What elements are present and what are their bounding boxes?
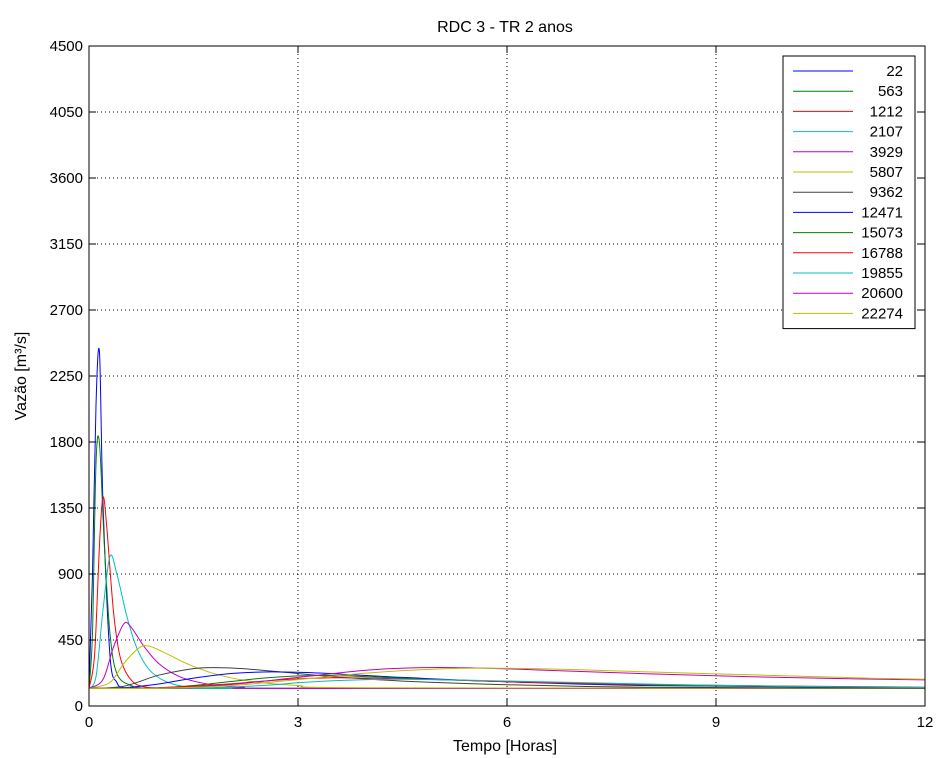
legend-label: 2107	[870, 124, 903, 141]
legend-label: 16788	[861, 245, 903, 262]
x-tick-label: 6	[503, 714, 511, 731]
legend-label: 563	[878, 83, 903, 100]
legend-label: 20600	[861, 285, 903, 302]
legend-label: 3929	[870, 144, 903, 161]
x-tick-label: 3	[294, 714, 302, 731]
legend-label: 12471	[861, 204, 903, 221]
legend-label: 1212	[870, 103, 903, 120]
y-tick-label: 4500	[50, 38, 83, 55]
series-line-19855	[88, 678, 926, 689]
y-tick-label: 3150	[50, 236, 83, 253]
y-tick-label: 0	[75, 698, 83, 715]
y-tick-label: 2700	[50, 302, 83, 319]
legend-label: 22274	[861, 305, 903, 322]
series-line-12471	[88, 671, 926, 689]
series-line-3929	[88, 621, 926, 689]
series-line-22274	[88, 667, 926, 690]
series-lines	[88, 347, 926, 690]
series-line-5807	[88, 645, 926, 689]
x-tick-label: 9	[712, 714, 720, 731]
y-tick-label: 450	[58, 632, 83, 649]
axis-ticks	[88, 45, 926, 707]
y-tick-label: 3600	[50, 170, 83, 187]
legend-label: 15073	[861, 225, 903, 242]
x-tick-labels: 0 3 6 9 12	[85, 714, 934, 731]
y-tick-label: 1350	[50, 500, 83, 517]
x-tick-label: 0	[85, 714, 93, 731]
legend: 22 563 1212 2107 3929 5807 9362 12471 15073 16788…	[782, 55, 916, 330]
y-tick-label: 4050	[50, 104, 83, 121]
x-axis-label: Tempo [Horas]	[453, 738, 557, 755]
chart-title: RDC 3 - TR 2 anos	[437, 19, 573, 36]
legend-label: 9362	[870, 184, 903, 201]
legend-label: 5807	[870, 164, 903, 181]
y-tick-label: 1800	[50, 434, 83, 451]
series-line-9362	[88, 667, 926, 689]
x-tick-label: 12	[917, 714, 934, 731]
y-tick-labels: 0 450 900 1350 1800 2250 2700 3150 3600 4050 4500	[50, 38, 83, 715]
y-tick-label: 2250	[50, 368, 83, 385]
y-axis-label: Vazão [m³/s]	[13, 332, 30, 421]
y-tick-label: 900	[58, 566, 83, 583]
legend-label: 22	[886, 63, 903, 80]
legend-label: 19855	[861, 265, 903, 282]
